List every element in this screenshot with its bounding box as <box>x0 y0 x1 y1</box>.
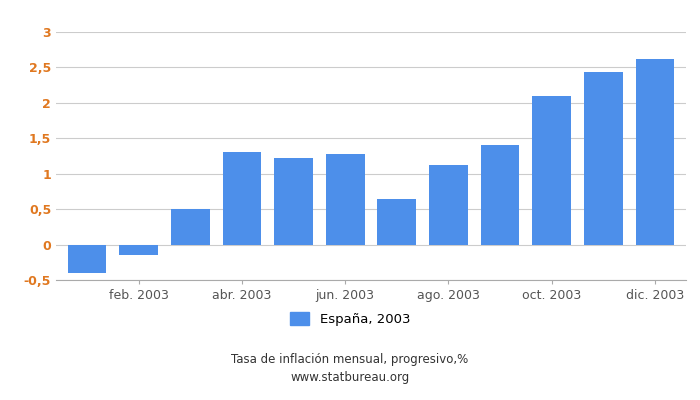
Bar <box>533 96 571 244</box>
Bar <box>119 244 158 255</box>
Bar <box>223 152 261 244</box>
Bar <box>326 154 365 244</box>
Bar <box>636 59 674 244</box>
Bar <box>429 165 468 244</box>
Bar <box>584 72 623 244</box>
Bar <box>377 198 416 244</box>
Bar <box>481 145 519 244</box>
Bar <box>171 209 209 244</box>
Bar <box>274 158 313 244</box>
Text: Tasa de inflación mensual, progresivo,%
www.statbureau.org: Tasa de inflación mensual, progresivo,% … <box>232 353 468 384</box>
Bar <box>68 244 106 273</box>
Legend: España, 2003: España, 2003 <box>284 307 416 332</box>
